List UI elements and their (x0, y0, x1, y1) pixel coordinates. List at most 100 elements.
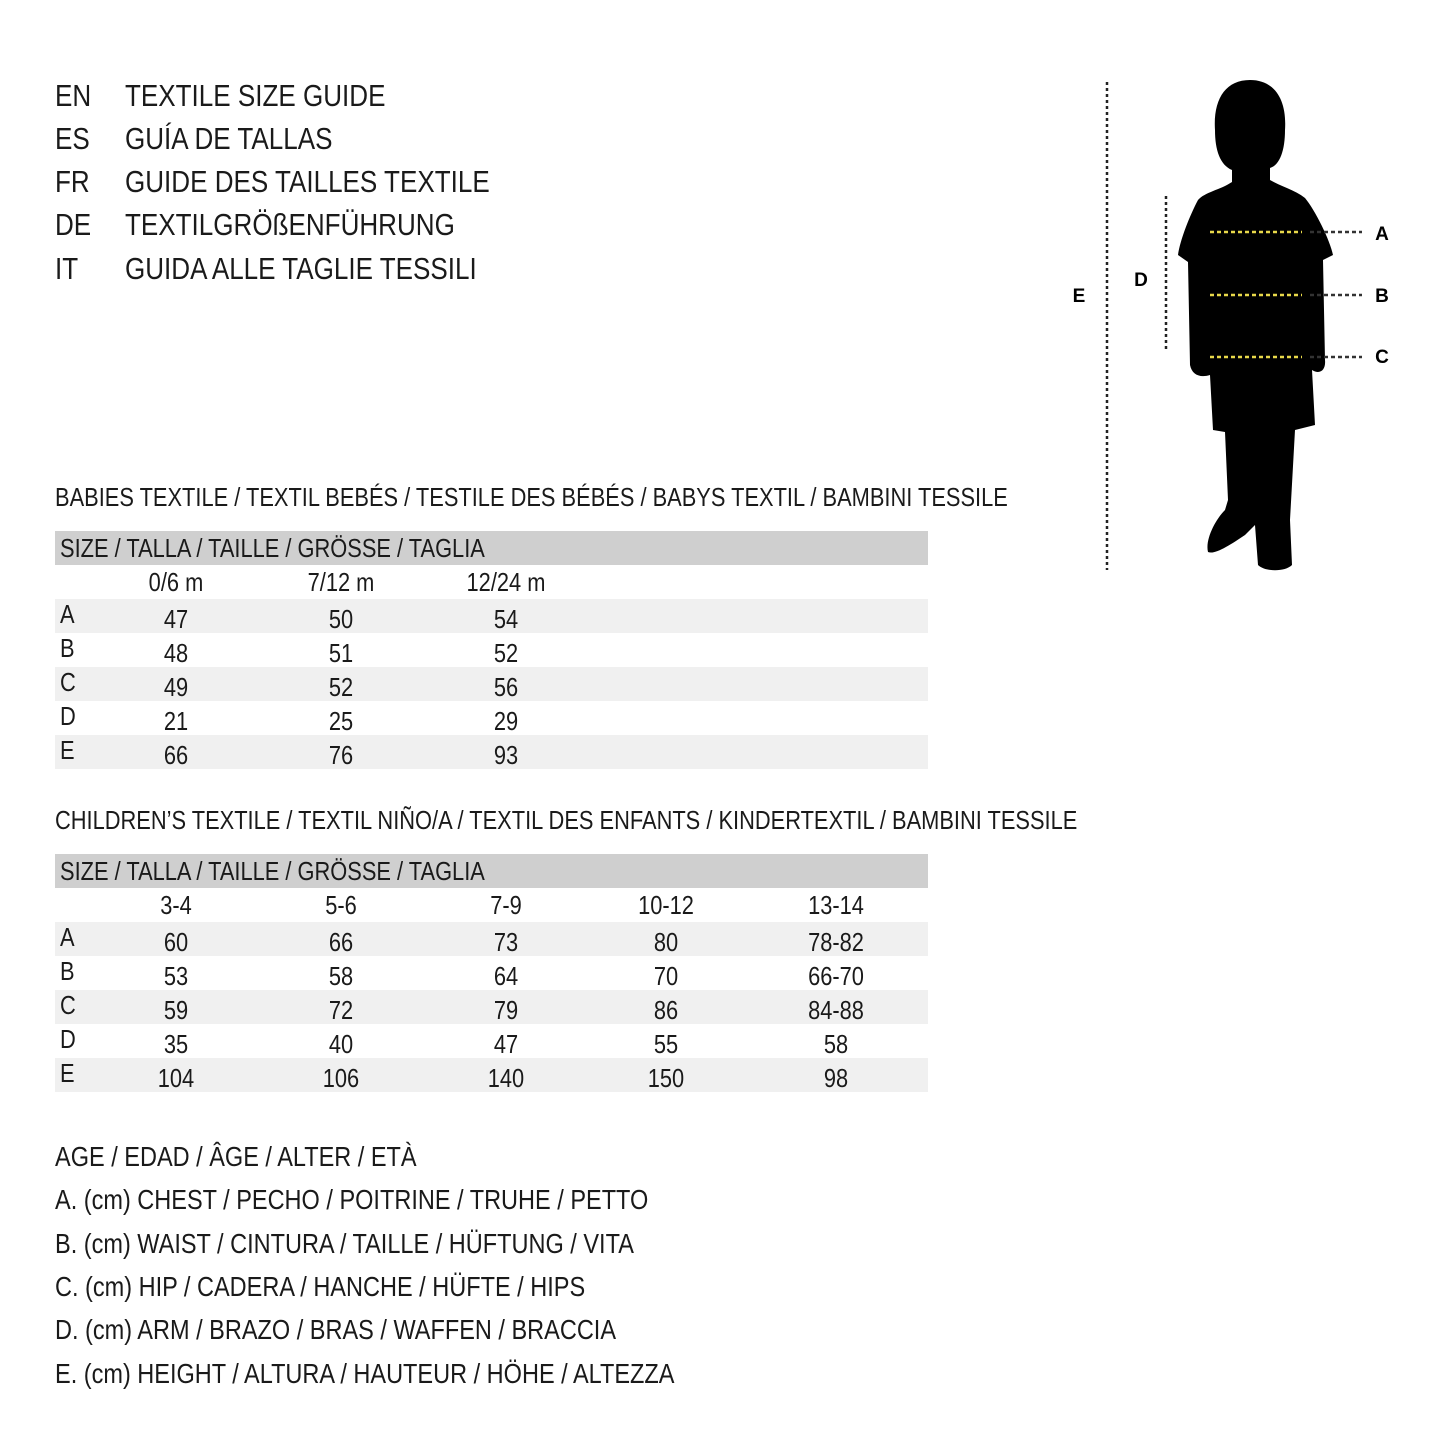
row-label: B (60, 633, 75, 663)
legend-item: D. (cm) ARM / BRAZO / BRAS / WAFFEN / BR… (55, 1314, 617, 1345)
table-cell: 80 (653, 927, 679, 957)
row-label: E (60, 1058, 75, 1088)
table-cell: 49 (163, 672, 189, 702)
column-header: 5-6 (325, 890, 357, 920)
table-cell: 58 (823, 1029, 849, 1059)
row-label: A (60, 922, 75, 952)
title-code: IT (55, 251, 79, 286)
table-cell: 40 (328, 1029, 354, 1059)
column-header-row: 3-4 5-6 7-9 10-12 13-14 (55, 888, 928, 922)
title-text: GUIDE DES TAILLES TEXTILE (125, 164, 490, 199)
column-header: 10-12 (638, 890, 694, 920)
label-b: B (1375, 286, 1389, 307)
row-label: B (60, 956, 75, 986)
column-header: 12/24 m (466, 567, 546, 597)
table-row: D 21 25 29 (55, 701, 928, 736)
title-code: EN (55, 78, 92, 113)
legend-item: AGE / EDAD / ÂGE / ALTER / ETÀ (55, 1141, 417, 1172)
legend-item: B. (cm) WAIST / CINTURA / TAILLE / HÜFTU… (55, 1228, 634, 1259)
label-a: A (1375, 224, 1389, 245)
children-size-table: SIZE / TALLA / TAILLE / GRÖSSE / TAGLIA 3… (55, 854, 928, 1093)
table-cell: 52 (328, 672, 354, 702)
table-cell: 54 (493, 604, 519, 634)
title-text: GUIDA ALLE TAGLIE TESSILI (125, 251, 477, 286)
row-label: D (60, 1024, 76, 1054)
table-cell: 66 (163, 740, 189, 770)
column-header: 13-14 (808, 890, 864, 920)
row-label: D (60, 701, 76, 731)
table-row: B 48 51 52 (55, 633, 928, 668)
row-label: C (60, 990, 76, 1020)
table-row: B 53 58 64 70 66-70 (55, 956, 928, 991)
size-header-bar: SIZE / TALLA / TAILLE / GRÖSSE / TAGLIA (55, 531, 928, 565)
child-silhouette-icon (1178, 80, 1333, 571)
table-cell: 52 (493, 638, 519, 668)
table-cell: 84-88 (808, 995, 864, 1025)
table-cell: 76 (328, 740, 354, 770)
table-cell: 150 (647, 1063, 685, 1093)
title-code: ES (55, 121, 90, 156)
table-row: D 35 40 47 55 58 (55, 1024, 928, 1059)
table-cell: 48 (163, 638, 189, 668)
babies-section-title: BABIES TEXTILE / TEXTIL BEBÉS / TESTILE … (55, 482, 1008, 512)
table-cell: 93 (493, 740, 519, 770)
size-header: SIZE / TALLA / TAILLE / GRÖSSE / TAGLIA (60, 856, 485, 886)
label-e: E (1073, 286, 1086, 307)
table-cell: 106 (322, 1063, 360, 1093)
table-row: C 59 72 79 86 84-88 (55, 990, 928, 1025)
legend-item: E. (cm) HEIGHT / ALTURA / HAUTEUR / HÖHE… (55, 1358, 675, 1389)
column-header: 3-4 (160, 890, 192, 920)
child-silhouette-figure: E D A B C (1073, 80, 1389, 571)
column-header-row: 0/6 m 7/12 m 12/24 m (55, 565, 928, 599)
row-label: E (60, 735, 75, 765)
table-cell: 98 (823, 1063, 849, 1093)
table-cell: 66 (328, 927, 354, 957)
table-cell: 21 (163, 706, 189, 736)
table-cell: 60 (163, 927, 189, 957)
row-label: A (60, 599, 75, 629)
title-code: DE (55, 207, 92, 242)
table-row: A 60 66 73 80 78-82 (55, 922, 928, 957)
table-row: C 49 52 56 (55, 667, 928, 702)
column-header: 7/12 m (307, 567, 375, 597)
table-cell: 66-70 (808, 961, 864, 991)
table-cell: 78-82 (808, 927, 864, 957)
table-cell: 86 (653, 995, 679, 1025)
table-cell: 140 (487, 1063, 525, 1093)
title-text: TEXTILE SIZE GUIDE (125, 78, 386, 113)
table-row: A 47 50 54 (55, 599, 928, 634)
table-cell: 58 (328, 961, 354, 991)
title-code: FR (55, 164, 90, 199)
label-d: D (1134, 270, 1148, 291)
legend-item: C. (cm) HIP / CADERA / HANCHE / HÜFTE / … (55, 1271, 586, 1302)
column-header: 7-9 (490, 890, 522, 920)
table-cell: 25 (328, 706, 354, 736)
title-text: TEXTILGRÖßENFÜHRUNG (125, 207, 455, 242)
column-header: 0/6 m (148, 567, 204, 597)
legend-item: A. (cm) CHEST / PECHO / POITRINE / TRUHE… (55, 1184, 649, 1215)
size-header-bar: SIZE / TALLA / TAILLE / GRÖSSE / TAGLIA (55, 854, 928, 888)
table-cell: 72 (328, 995, 354, 1025)
table-row: E 104 106 140 150 98 (55, 1058, 928, 1093)
table-cell: 70 (653, 961, 679, 991)
babies-size-table: SIZE / TALLA / TAILLE / GRÖSSE / TAGLIA 0… (55, 531, 928, 770)
table-cell: 50 (328, 604, 354, 634)
table-cell: 29 (493, 706, 519, 736)
table-cell: 59 (163, 995, 189, 1025)
table-cell: 64 (493, 961, 519, 991)
children-section-title: CHILDREN’S TEXTILE / TEXTIL NIÑO/A / TEX… (55, 805, 1078, 835)
table-cell: 53 (163, 961, 189, 991)
table-cell: 55 (653, 1029, 679, 1059)
row-label: C (60, 667, 76, 697)
table-cell: 35 (163, 1029, 189, 1059)
table-cell: 56 (493, 672, 519, 702)
table-cell: 104 (157, 1063, 195, 1093)
table-cell: 73 (493, 927, 519, 957)
title-text: GUÍA DE TALLAS (125, 121, 333, 156)
table-cell: 47 (163, 604, 189, 634)
table-row: E 66 76 93 (55, 735, 928, 770)
table-cell: 51 (328, 638, 354, 668)
size-header: SIZE / TALLA / TAILLE / GRÖSSE / TAGLIA (60, 533, 485, 563)
table-cell: 47 (493, 1029, 519, 1059)
